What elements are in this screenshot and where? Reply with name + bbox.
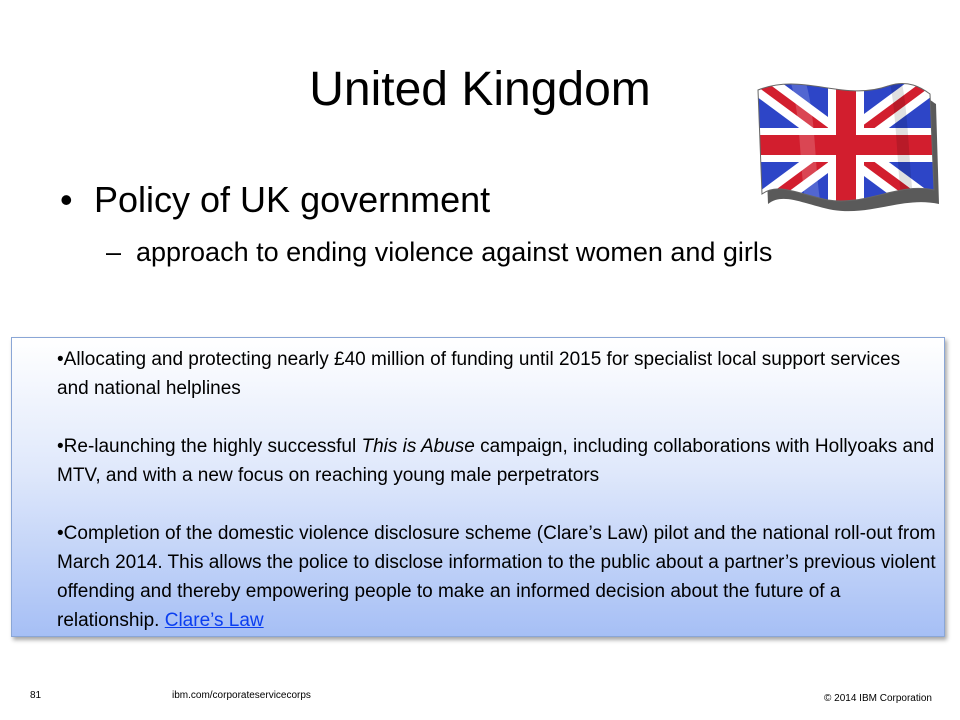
info-box-text: •Allocating and protecting nearly £40 mi…	[57, 345, 937, 635]
sub-bullet-text: approach to ending violence against wome…	[136, 237, 773, 267]
clares-law-link[interactable]: Clare’s Law	[164, 610, 264, 631]
info-item-campaign-prefix: •Re-launching the highly successful	[57, 436, 362, 457]
footer-copyright: © 2014 IBM Corporation	[824, 693, 932, 704]
footer-url: ibm.com/corporateservicecorps	[172, 690, 311, 701]
info-item-funding: •Allocating and protecting nearly £40 mi…	[57, 345, 937, 403]
info-item-campaign: •Re-launching the highly successful This…	[57, 432, 937, 490]
info-item-funding-text: •Allocating and protecting nearly £40 mi…	[57, 349, 901, 399]
info-item-clares-law-text: •Completion of the domestic violence dis…	[57, 523, 936, 631]
info-item-campaign-suffix: campaign, including collaborations with …	[57, 436, 935, 486]
union-jack-flag-icon	[757, 82, 939, 212]
page-number: 81	[30, 690, 42, 701]
bullet-text: Policy of UK government	[94, 179, 491, 220]
sub-bullet-marker: –	[106, 237, 122, 267]
campaign-name: This is Abuse	[361, 436, 475, 457]
info-item-clares-law: •Completion of the domestic violence dis…	[57, 519, 937, 635]
bullet-policy: • Policy of UK government	[60, 176, 490, 226]
slide-title: United Kingdom	[309, 63, 651, 116]
sub-bullet-approach: – approach to ending violence against wom…	[106, 234, 772, 270]
bullet-marker: •	[60, 179, 73, 220]
info-box: •Allocating and protecting nearly £40 mi…	[11, 337, 945, 637]
